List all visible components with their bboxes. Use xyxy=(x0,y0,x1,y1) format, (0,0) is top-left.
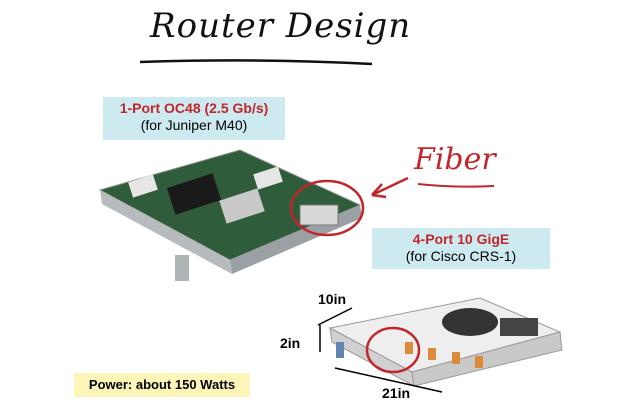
depth-label: 10in xyxy=(318,291,347,307)
gige-card-label: 4-Port 10 GigE (for Cisco CRS-1) xyxy=(372,228,550,269)
depth-dimension-line xyxy=(317,307,353,326)
length-dimension-line xyxy=(334,367,443,393)
oc48-line-card-image xyxy=(98,149,362,281)
gige-card-subtitle: (for Cisco CRS-1) xyxy=(405,248,517,264)
fiber-port-circle xyxy=(289,179,365,237)
fiber-underline xyxy=(417,183,495,188)
oc48-card-title: 1-Port OC48 (2.5 Gb/s) xyxy=(119,100,269,116)
gige-card-title: 4-Port 10 GigE xyxy=(412,231,510,247)
oc48-card-label: 1-Port OC48 (2.5 Gb/s) (for Juniper M40) xyxy=(103,97,285,140)
fiber-annotation: Fiber xyxy=(414,142,496,177)
gige-line-card-image xyxy=(328,297,563,387)
fiber-arrow xyxy=(371,176,409,197)
title-underline xyxy=(139,59,373,66)
slide-title: Router Design xyxy=(150,6,412,46)
oc48-card-subtitle: (for Juniper M40) xyxy=(140,117,248,133)
length-label: 21in xyxy=(382,385,411,401)
gige-port-circle xyxy=(365,326,421,374)
height-label: 2in xyxy=(280,335,301,351)
power-note: Power: about 150 Watts xyxy=(74,373,250,397)
